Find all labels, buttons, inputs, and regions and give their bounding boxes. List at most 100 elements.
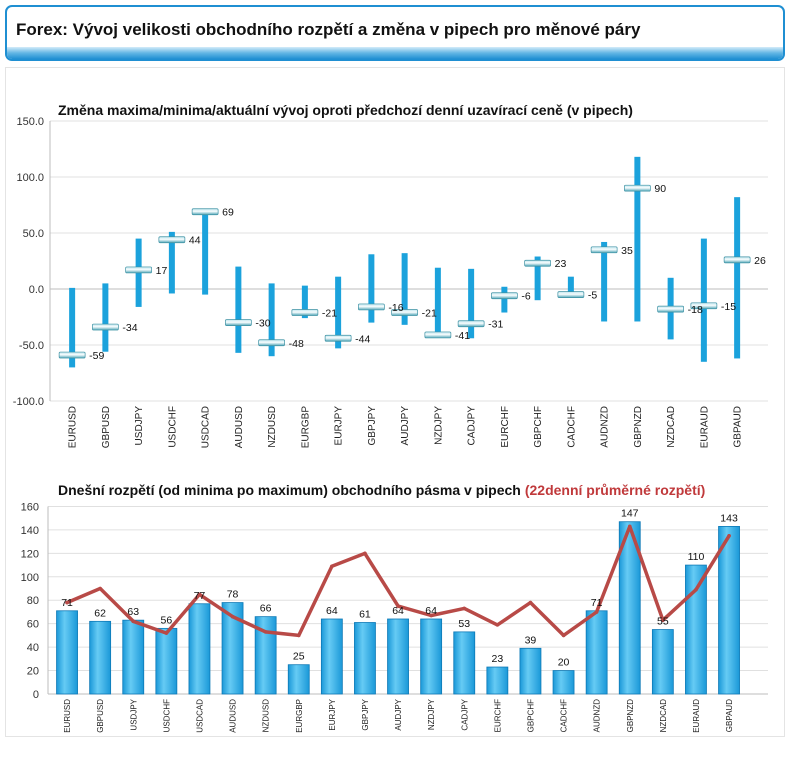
data-label: -21 xyxy=(322,308,337,320)
x-tick-label: NZDJPY xyxy=(427,698,436,730)
average-point xyxy=(661,618,665,622)
charts-panel xyxy=(5,67,785,737)
data-label: -15 xyxy=(721,301,736,313)
current-marker xyxy=(391,309,418,316)
x-tick-label: CADJPY xyxy=(460,698,469,730)
data-label: 23 xyxy=(555,258,567,270)
x-tick-label: NZDCAD xyxy=(666,406,677,448)
average-point xyxy=(495,623,500,627)
y-tick-label: 60 xyxy=(27,619,39,631)
range-bar xyxy=(486,666,509,695)
range-bar xyxy=(519,647,542,695)
data-label: 23 xyxy=(492,653,504,665)
average-point xyxy=(363,551,367,556)
current-marker xyxy=(358,303,385,311)
average-point xyxy=(429,613,433,618)
data-label: -41 xyxy=(455,330,470,342)
average-point xyxy=(330,564,334,569)
page-header: Forex: Vývoj velikosti obchodního rozpět… xyxy=(5,5,785,61)
y-tick-label: 50.0 xyxy=(23,228,44,240)
data-label: 66 xyxy=(260,603,272,615)
data-label: 69 xyxy=(222,207,234,219)
data-label: -59 xyxy=(89,350,104,362)
data-label: -48 xyxy=(289,338,304,350)
average-point xyxy=(65,600,69,605)
average-point xyxy=(462,606,467,611)
range-bar xyxy=(434,267,441,337)
change-range-chart: Změna maxima/minima/aktuální vývoj oprot… xyxy=(13,102,768,448)
current-marker xyxy=(657,305,684,313)
data-label: 90 xyxy=(654,183,666,195)
current-marker xyxy=(557,291,585,298)
average-point xyxy=(98,586,102,591)
x-tick-label: AUDNZD xyxy=(600,406,611,448)
range-bar xyxy=(69,287,76,368)
range-bar xyxy=(718,526,740,695)
range-bar xyxy=(585,610,608,695)
x-tick-label: GBPNZD xyxy=(626,699,635,733)
data-label: -21 xyxy=(422,308,437,320)
x-tick-label: EURAUD xyxy=(699,406,710,448)
data-label: 110 xyxy=(688,551,705,563)
average-point xyxy=(164,631,169,635)
range-bar xyxy=(368,254,375,323)
data-label: 25 xyxy=(293,651,305,663)
y-tick-label: 150.0 xyxy=(16,116,44,128)
current-marker xyxy=(524,259,551,267)
y-tick-label: -100.0 xyxy=(13,396,44,408)
range-bar xyxy=(268,283,275,357)
current-marker xyxy=(590,246,618,254)
range-bar xyxy=(634,156,641,322)
data-label: 71 xyxy=(61,597,73,609)
current-marker xyxy=(92,323,119,331)
data-label: 147 xyxy=(621,508,639,520)
data-label: -34 xyxy=(122,322,137,334)
y-tick-label: 0.0 xyxy=(29,284,44,296)
range-bar xyxy=(453,631,476,695)
x-tick-label: EURGBP xyxy=(300,406,311,449)
x-tick-label: EURAUD xyxy=(692,699,701,733)
data-label: 64 xyxy=(425,605,437,617)
range-bar xyxy=(685,564,707,695)
current-marker xyxy=(457,320,485,328)
range-bar xyxy=(56,610,78,695)
current-marker xyxy=(324,334,352,342)
x-tick-label: NZDJPY xyxy=(433,406,444,445)
page-title: Forex: Vývoj velikosti obchodního rozpět… xyxy=(16,20,641,39)
data-label: -31 xyxy=(488,319,503,331)
x-tick-label: GBPUSD xyxy=(96,699,105,733)
range-bar xyxy=(235,266,242,353)
y-tick-label: 20 xyxy=(27,666,39,678)
x-tick-label: EURGBP xyxy=(295,699,304,733)
range-bar xyxy=(89,620,112,695)
average-point xyxy=(197,592,202,597)
data-label: 26 xyxy=(754,255,766,267)
data-label: -5 xyxy=(588,290,597,302)
current-marker xyxy=(723,256,751,264)
current-marker xyxy=(158,236,186,244)
data-label: 143 xyxy=(720,512,738,524)
chart1-axes: 150.0 100.0 50.0 0.0 -50.0 -100.0 EURUSD GBPUSD… xyxy=(13,116,744,448)
average-point xyxy=(263,630,268,634)
y-tick-label: 0 xyxy=(33,689,39,701)
current-marker xyxy=(424,331,452,339)
range-bar xyxy=(618,521,641,695)
chart2-bars xyxy=(56,521,740,695)
data-label: 64 xyxy=(392,605,404,617)
range-bar xyxy=(155,627,178,695)
data-label: -30 xyxy=(255,318,270,330)
daily-range-chart: Dnešní rozpětí (od minima po maximum) ob… xyxy=(21,482,768,733)
current-marker xyxy=(690,302,718,310)
x-tick-label: USDCAD xyxy=(201,406,212,448)
chart2-data-labels: 71 62 63 56 77 78 66 25 64 61 64 64 53 23 39 20 71 147 55 1… xyxy=(61,508,738,669)
x-tick-label: NZDUSD xyxy=(267,406,278,448)
range-bar xyxy=(301,285,308,319)
y-tick-label: 100 xyxy=(21,572,39,584)
x-tick-label: EURJPY xyxy=(334,406,345,446)
x-tick-label: GBPUSD xyxy=(101,406,112,448)
range-bar xyxy=(122,619,145,695)
data-label: 39 xyxy=(525,634,537,646)
range-bar xyxy=(287,664,310,695)
x-tick-label: EURUSD xyxy=(63,699,72,733)
x-tick-label: GBPAUD xyxy=(733,406,744,448)
